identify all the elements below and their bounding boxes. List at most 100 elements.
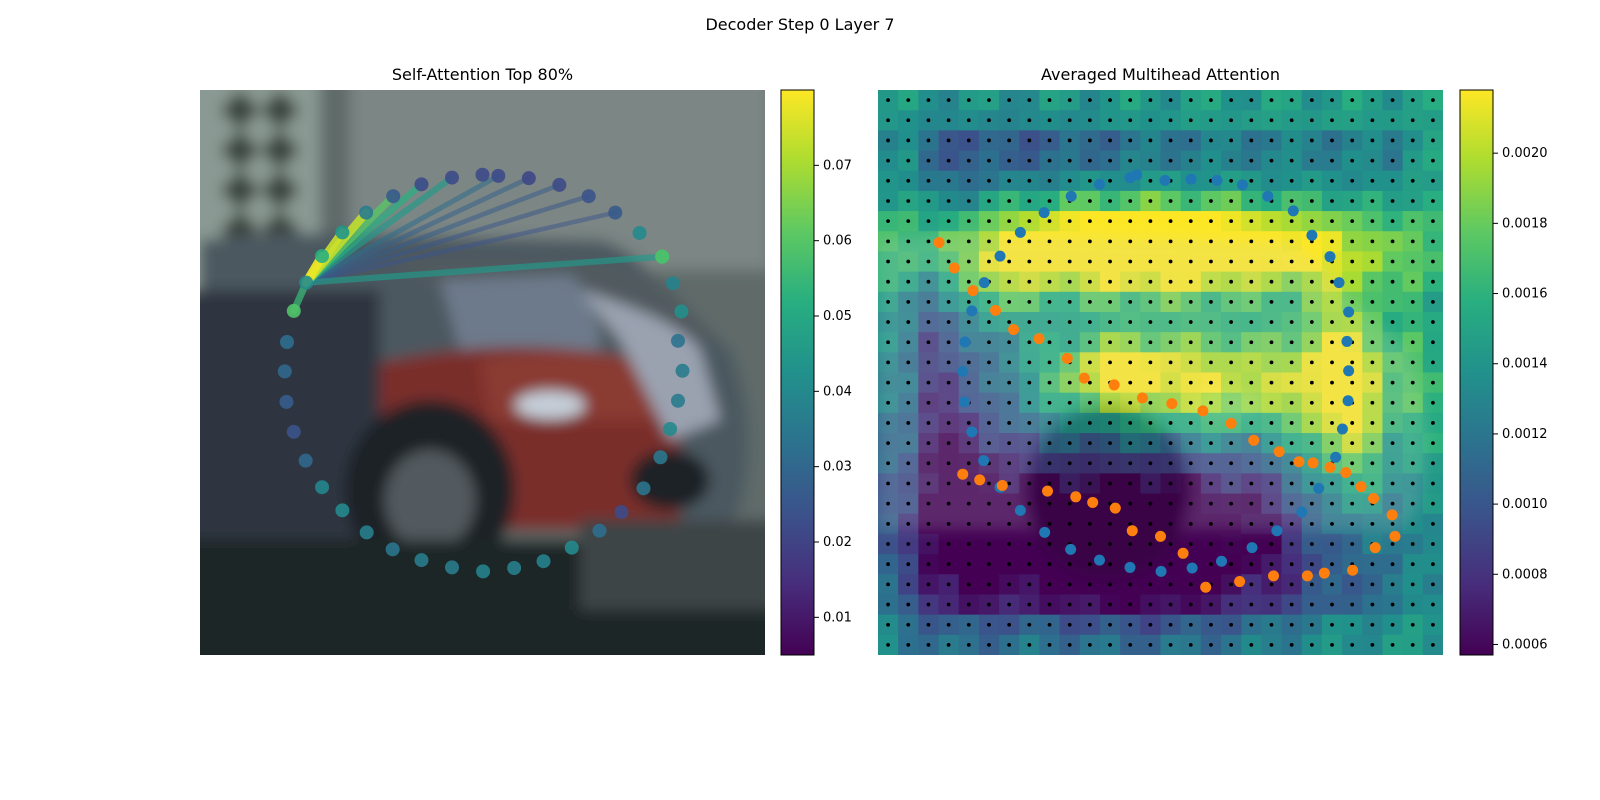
grid-point	[1209, 239, 1213, 244]
attention-edge	[303, 210, 618, 285]
grid-point	[1330, 340, 1334, 345]
grid-point	[1330, 320, 1334, 324]
grid-point	[886, 178, 890, 183]
grid-point	[1047, 219, 1052, 224]
grid-point	[987, 582, 991, 587]
grid-point	[1007, 501, 1012, 506]
multihead-attention-title: Averaged Multihead Attention	[1041, 65, 1280, 84]
grid-point	[1309, 421, 1314, 425]
grid-point	[1047, 481, 1052, 486]
grid-point	[1168, 98, 1173, 102]
grid-point	[1047, 178, 1052, 183]
grid-point	[946, 501, 951, 506]
grid-point	[966, 481, 971, 486]
grid-point	[926, 320, 931, 324]
grid-point	[1229, 158, 1234, 163]
grid-point	[906, 299, 911, 304]
grid-point	[1148, 481, 1153, 486]
grid-point	[946, 199, 951, 203]
grid-point	[946, 582, 951, 587]
grid-point	[1309, 622, 1314, 627]
grid-point	[1289, 219, 1294, 224]
grid-point	[1269, 239, 1274, 244]
grid-point	[1148, 239, 1153, 244]
sampling-point	[994, 250, 1006, 262]
grid-point	[1067, 118, 1072, 123]
grid-point	[1047, 501, 1052, 506]
grid-point	[1410, 340, 1415, 345]
grid-point	[946, 259, 951, 264]
grid-point	[1431, 481, 1435, 486]
grid-point	[1350, 380, 1355, 385]
grid-point	[1148, 521, 1153, 526]
grid-point	[1370, 481, 1375, 486]
grid-point	[1330, 199, 1334, 203]
query-point	[359, 525, 374, 540]
grid-point	[1370, 178, 1375, 183]
grid-point	[946, 421, 951, 425]
grid-point	[926, 360, 931, 365]
grid-point	[1330, 380, 1334, 385]
sampling-point	[1333, 277, 1345, 289]
grid-point	[1007, 320, 1012, 324]
grid-point	[1027, 421, 1032, 425]
grid-point	[1108, 582, 1112, 587]
grid-point	[1269, 178, 1274, 183]
grid-point	[886, 542, 890, 546]
query-point	[414, 553, 429, 568]
grid-point	[1108, 622, 1112, 627]
grid-point	[1047, 158, 1052, 163]
grid-point	[1128, 259, 1133, 264]
grid-point	[966, 622, 971, 627]
grid-point	[1370, 199, 1375, 203]
grid-point	[1108, 562, 1112, 567]
grid-point	[1330, 239, 1334, 244]
grid-point	[1431, 441, 1435, 446]
grid-point	[1249, 259, 1254, 264]
grid-point	[1047, 461, 1052, 466]
grid-point	[1209, 138, 1213, 143]
grid-point	[1067, 239, 1072, 244]
grid-point	[1148, 138, 1153, 143]
grid-point	[1289, 602, 1294, 607]
grid-point	[1188, 622, 1193, 627]
grid-point	[1390, 481, 1395, 486]
grid-point	[1188, 521, 1193, 526]
grid-point	[966, 199, 971, 203]
grid-point	[906, 542, 911, 546]
grid-point	[1229, 542, 1234, 546]
grid-point	[1188, 400, 1193, 405]
grid-point	[1410, 199, 1415, 203]
grid-point	[1209, 643, 1213, 647]
grid-point	[886, 98, 890, 102]
grid-point	[1309, 562, 1314, 567]
sampling-point	[1386, 509, 1398, 521]
query-point	[536, 554, 551, 569]
grid-point	[1067, 461, 1072, 466]
grid-point	[1370, 98, 1375, 102]
sampling-point	[1014, 226, 1026, 238]
grid-point	[1087, 582, 1092, 587]
query-point	[277, 364, 292, 379]
grid-point	[1229, 643, 1234, 647]
grid-point	[1249, 219, 1254, 224]
grid-point	[1128, 158, 1133, 163]
grid-point	[1431, 400, 1435, 405]
grid-point	[966, 239, 971, 244]
grid-point	[1370, 461, 1375, 466]
grid-point	[1108, 299, 1112, 304]
grid-point	[1168, 118, 1173, 123]
grid-point	[1431, 562, 1435, 567]
colorbar-tick-label: 0.05	[823, 309, 852, 324]
self-attention-title: Self-Attention Top 80%	[392, 65, 573, 84]
grid-point	[1188, 461, 1193, 466]
sampling-point	[1093, 554, 1105, 566]
sampling-point	[1341, 335, 1353, 347]
grid-point	[1249, 239, 1254, 244]
self-attention-panel: Self-Attention Top 80%	[200, 65, 765, 655]
grid-point	[1431, 138, 1435, 143]
grid-point	[1229, 562, 1234, 567]
grid-point	[1229, 481, 1234, 486]
sampling-point	[959, 336, 971, 348]
grid-point	[987, 501, 991, 506]
